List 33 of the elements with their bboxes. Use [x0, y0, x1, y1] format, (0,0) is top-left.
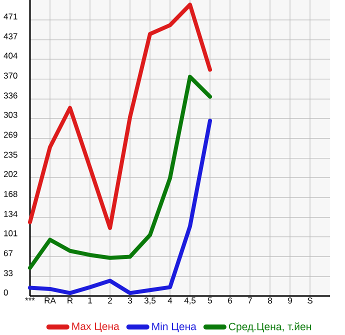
x-tick-label: 1: [88, 298, 92, 304]
y-tick-label: 437: [4, 33, 18, 40]
y-tick-label: 67: [4, 250, 13, 256]
y-tick-label: 235: [4, 152, 18, 158]
y-tick-label: 303: [4, 112, 18, 118]
y-tick-label: 0: [4, 289, 8, 296]
y-tick-label: 101: [4, 230, 18, 236]
x-tick-label: 2: [108, 298, 112, 304]
y-tick-label: 269: [4, 132, 18, 138]
x-tick-label: 5: [208, 298, 212, 304]
y-tick-label: 202: [4, 171, 18, 178]
y-tick-label: 168: [4, 190, 18, 198]
x-tick-label: R: [68, 298, 73, 304]
y-tick-label: 134: [4, 210, 18, 217]
x-tick-label: S: [308, 298, 312, 304]
x-tick-label: 3: [128, 298, 132, 304]
x-tick-label: 4: [168, 298, 172, 304]
y-tick-label: 471: [4, 14, 18, 20]
y-tick-label: 370: [4, 72, 18, 79]
x-tick-label: RA: [44, 298, 56, 304]
y-tick-label: 33: [4, 270, 13, 276]
x-tick-label: 7: [248, 298, 252, 304]
legend-label: Сред.Цена, т.йен: [228, 322, 311, 332]
x-tick-label: 9: [288, 298, 292, 304]
legend-label: Min Цена: [152, 322, 196, 332]
x-tick-label: 6: [228, 298, 232, 304]
y-tick-label: 336: [4, 92, 18, 99]
x-tick-label: 3,5: [144, 298, 156, 305]
y-tick-label: 404: [4, 52, 18, 59]
x-tick-label: 4,5: [184, 298, 196, 304]
x-tick-label: ***: [25, 298, 35, 301]
legend-label: Max Цена: [72, 322, 120, 332]
x-tick-label: 8: [268, 298, 272, 304]
